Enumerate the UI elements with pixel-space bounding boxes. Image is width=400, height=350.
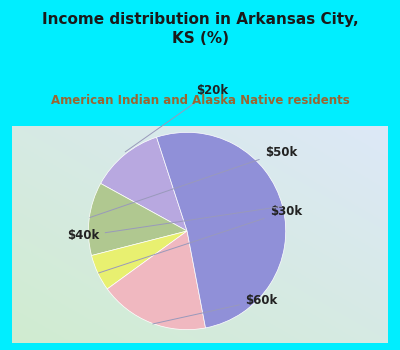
Text: Income distribution in Arkansas City,
KS (%): Income distribution in Arkansas City, KS… bbox=[42, 12, 358, 46]
Wedge shape bbox=[107, 231, 206, 330]
Text: $60k: $60k bbox=[153, 294, 277, 324]
Wedge shape bbox=[101, 137, 187, 231]
Text: $30k: $30k bbox=[99, 205, 302, 273]
Text: $20k: $20k bbox=[125, 84, 228, 152]
Wedge shape bbox=[92, 231, 187, 289]
Wedge shape bbox=[156, 132, 286, 328]
Wedge shape bbox=[88, 183, 187, 256]
Text: American Indian and Alaska Native residents: American Indian and Alaska Native reside… bbox=[51, 94, 349, 107]
Text: $40k: $40k bbox=[67, 206, 282, 243]
Text: $50k: $50k bbox=[90, 146, 297, 217]
